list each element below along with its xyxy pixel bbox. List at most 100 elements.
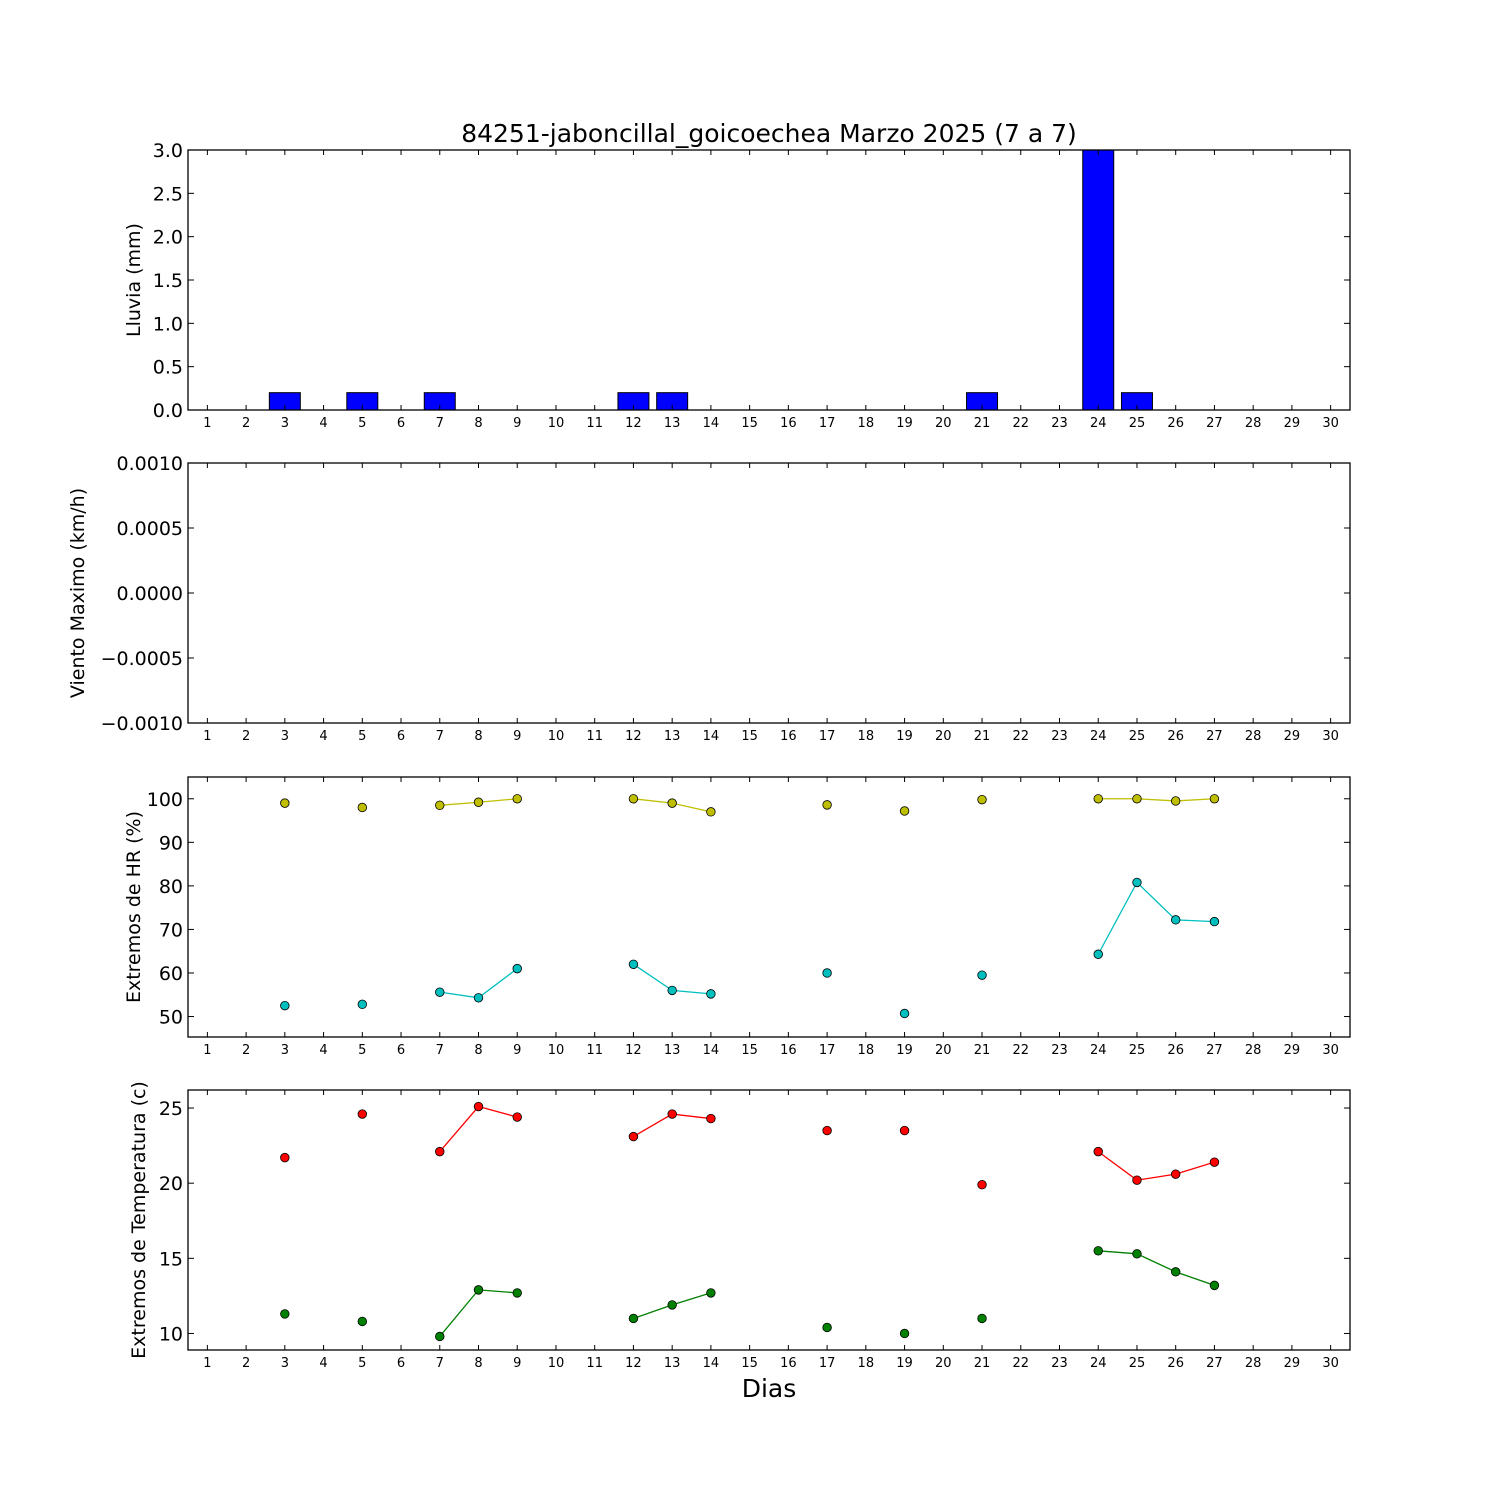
temperature-point-day-12: [628, 1131, 639, 1142]
humidity-point-day-9: [512, 794, 522, 804]
temperature-point-day-12: [628, 1313, 639, 1324]
x-tick-label: 22: [1012, 729, 1029, 744]
x-tick-label: 5: [358, 1356, 366, 1371]
y-tick-label: 10: [159, 1323, 183, 1345]
x-tick-label: 6: [397, 729, 405, 744]
x-tick-label: 27: [1206, 1356, 1223, 1371]
x-tick-label: 13: [664, 416, 681, 431]
humidity-point-day-26: [1170, 796, 1181, 806]
temperature-series-min: [280, 1246, 1220, 1342]
x-tick-label: 15: [741, 416, 758, 431]
rain-bar-day-24: [1082, 149, 1115, 411]
humidity-point-day-17: [822, 968, 832, 978]
x-tick-label: 19: [896, 1356, 913, 1371]
x-tick-label: 17: [819, 416, 836, 431]
temperature-point-day-13: [667, 1109, 677, 1119]
x-tick-label: 6: [397, 416, 405, 431]
wind-y-axis-label: Viento Maximo (km/h): [67, 488, 89, 698]
x-tick-label: 18: [858, 1043, 875, 1058]
x-tick-label: 12: [625, 729, 642, 744]
x-axis-label: Dias: [742, 1374, 797, 1403]
humidity-point-day-14: [706, 989, 716, 999]
x-tick-label: 7: [436, 729, 444, 744]
y-tick-label: 60: [159, 963, 183, 985]
y-tick-label: −0.0010: [101, 713, 183, 735]
humidity-point-day-24: [1093, 794, 1103, 804]
x-tick-label: 13: [664, 1043, 681, 1058]
temperature-point-day-19: [899, 1125, 910, 1136]
x-tick-label: 20: [935, 1356, 952, 1371]
x-tick-label: 1: [203, 729, 211, 744]
x-tick-label: 22: [1012, 1043, 1029, 1058]
humidity-point-day-27: [1209, 794, 1220, 804]
temperature-point-day-9: [512, 1288, 522, 1298]
temperature-point-day-17: [822, 1125, 832, 1136]
temperature-line-segment: [1098, 1250, 1215, 1286]
x-tick-label: 29: [1284, 416, 1301, 431]
x-tick-label: 20: [935, 729, 952, 744]
humidity-point-day-3: [280, 1000, 290, 1011]
x-tick-label: 30: [1322, 729, 1339, 744]
x-tick-label: 21: [974, 416, 991, 431]
x-tick-label: 23: [1051, 416, 1068, 431]
x-tick-label: 25: [1129, 416, 1146, 431]
x-tick-label: 23: [1051, 1356, 1068, 1371]
humidity-point-day-25: [1132, 877, 1142, 888]
x-tick-label: 9: [513, 1356, 521, 1371]
humidity-axes-frame: [187, 776, 1351, 1038]
x-tick-label: 1: [203, 1043, 211, 1058]
x-tick-label: 21: [974, 729, 991, 744]
x-tick-label: 9: [513, 1043, 521, 1058]
temperature-point-day-5: [357, 1109, 368, 1119]
x-tick-label: 7: [436, 1356, 444, 1371]
temperature-point-day-24: [1093, 1146, 1103, 1157]
x-tick-label: 14: [703, 729, 720, 744]
temperature-point-day-14: [706, 1113, 716, 1124]
y-tick-label: 0.0: [153, 400, 183, 422]
temperature-point-day-8: [473, 1285, 484, 1295]
x-tick-label: 1: [203, 1356, 211, 1371]
humidity-point-day-13: [667, 798, 677, 808]
x-tick-label: 26: [1167, 416, 1184, 431]
x-tick-label: 11: [586, 416, 603, 431]
x-tick-label: 14: [703, 1043, 720, 1058]
temperature-point-day-8: [473, 1101, 484, 1112]
x-tick-label: 3: [281, 416, 289, 431]
humidity-point-day-25: [1132, 794, 1142, 804]
wind-panel: 1 2 3 4 5 6 7 8 9 10 11 12 13 14 15 16 17 18 19 20 21 22 23 24 2…: [67, 453, 1351, 744]
x-tick-label: 4: [319, 416, 327, 431]
temperature-line-segment: [439, 1289, 518, 1337]
x-tick-label: 28: [1245, 729, 1262, 744]
x-tick-label: 3: [281, 1043, 289, 1058]
x-tick-label: 12: [625, 1043, 642, 1058]
y-tick-label: 2.5: [153, 183, 183, 205]
humidity-point-day-26: [1170, 915, 1181, 925]
x-tick-label: 19: [896, 1043, 913, 1058]
humidity-point-day-27: [1209, 916, 1220, 927]
x-tick-label: 16: [780, 1043, 797, 1058]
x-tick-label: 2: [242, 416, 250, 431]
x-tick-label: 9: [513, 729, 521, 744]
humidity-point-day-21: [977, 794, 987, 805]
x-tick-label: 1: [203, 416, 211, 431]
y-tick-label: 0.5: [153, 357, 183, 379]
y-tick-label: 0.0005: [117, 518, 183, 540]
rain-axes-frame: [187, 149, 1351, 411]
temperature-point-day-21: [977, 1179, 987, 1190]
temperature-point-day-9: [512, 1112, 522, 1122]
x-tick-label: 27: [1206, 416, 1223, 431]
humidity-point-day-24: [1093, 949, 1103, 959]
temperature-point-day-7: [435, 1331, 445, 1342]
humidity-point-day-17: [822, 800, 832, 810]
humidity-point-day-7: [435, 987, 445, 997]
y-tick-label: 2.0: [153, 227, 183, 249]
x-tick-label: 18: [858, 416, 875, 431]
temperature-line-segment: [439, 1105, 518, 1153]
wind-axes-frame: [187, 462, 1351, 724]
temperature-point-day-21: [977, 1313, 987, 1324]
x-tick-label: 28: [1245, 1043, 1262, 1058]
x-tick-label: 2: [242, 1043, 250, 1058]
x-tick-label: 26: [1167, 1043, 1184, 1058]
y-tick-label: 20: [159, 1173, 183, 1195]
x-tick-label: 19: [896, 729, 913, 744]
